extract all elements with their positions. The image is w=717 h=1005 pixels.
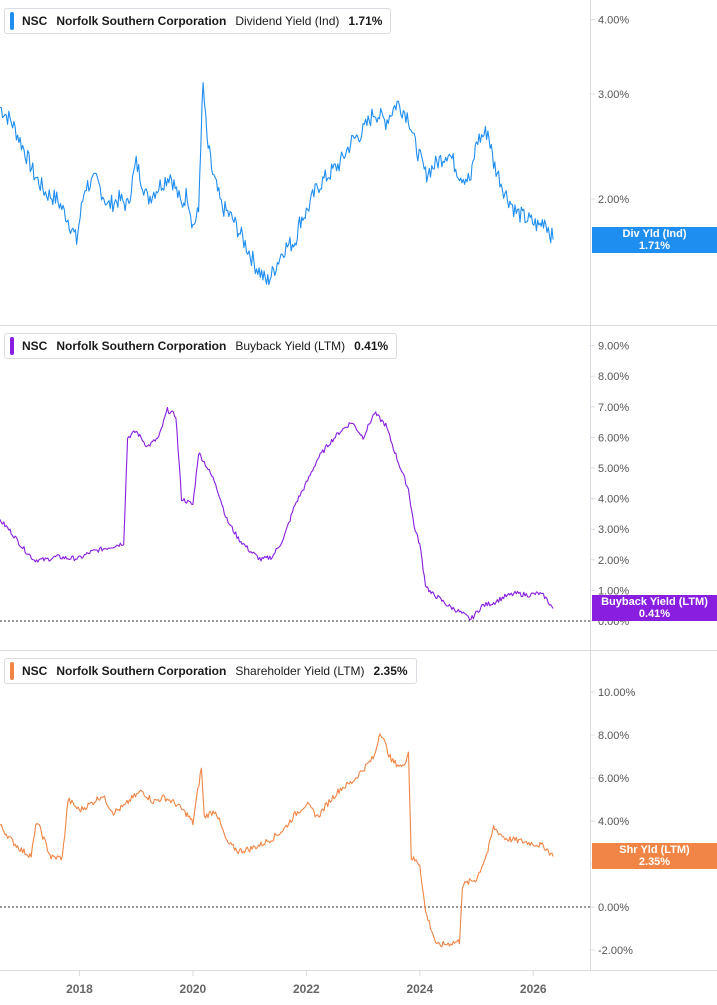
last-value-tag-dividend: Div Yld (Ind) 1.71% — [592, 227, 717, 253]
y-tick-label: 2.00% — [598, 555, 629, 567]
series-color-swatch — [10, 337, 14, 355]
x-tick-label: 2020 — [180, 982, 207, 996]
y-tick-label: 3.00% — [598, 524, 629, 536]
last-value-tag-buyback: Buyback Yield (LTM) 0.41% — [592, 595, 717, 621]
y-tick-label: 8.00% — [598, 371, 629, 383]
y-tick-label: 6.00% — [598, 432, 629, 444]
y-tick-label: -2.00% — [598, 945, 633, 957]
tag-label: Div Yld (Ind) — [622, 228, 687, 240]
legend-dividend[interactable]: NSC Norfolk Southern Corporation Dividen… — [4, 8, 392, 34]
y-tick-label: 3.00% — [598, 89, 629, 101]
y-tick-label: 9.00% — [598, 341, 629, 353]
y-tick-label: 4.00% — [598, 816, 629, 828]
series-color-swatch — [10, 662, 14, 680]
series-line-buyback — [0, 406, 554, 621]
legend-metric: Dividend Yield (Ind) — [235, 14, 340, 28]
x-tick-label: 2018 — [66, 982, 93, 996]
x-tick-label: 2022 — [293, 982, 320, 996]
y-tick-label: 7.00% — [598, 402, 629, 414]
legend-shareholder[interactable]: NSC Norfolk Southern Corporation Shareho… — [4, 658, 417, 684]
y-tick-label: 6.00% — [598, 773, 629, 785]
tag-label: Buyback Yield (LTM) — [601, 596, 708, 608]
legend-value: 2.35% — [373, 664, 408, 678]
y-tick-label: 0.00% — [598, 902, 629, 914]
tag-value: 1.71% — [638, 240, 671, 252]
legend-company: Norfolk Southern Corporation — [56, 339, 227, 353]
x-tick-label: 2026 — [520, 982, 547, 996]
y-tick-label: 8.00% — [598, 730, 629, 742]
legend-ticker: NSC — [22, 339, 48, 353]
tag-value: 0.41% — [638, 608, 671, 620]
legend-value: 1.71% — [348, 14, 383, 28]
legend-ticker: NSC — [22, 664, 48, 678]
series-line-shareholder — [0, 733, 554, 948]
legend-company: Norfolk Southern Corporation — [56, 14, 227, 28]
y-tick-label: 1.00% — [598, 585, 629, 597]
tag-label: Shr Yld (LTM) — [619, 844, 690, 856]
series-color-swatch — [10, 12, 14, 30]
x-tick-label: 2024 — [406, 982, 433, 996]
y-tick-label: 5.00% — [598, 463, 629, 475]
y-tick-label: 2.00% — [598, 194, 629, 206]
legend-ticker: NSC — [22, 14, 48, 28]
legend-metric: Buyback Yield (LTM) — [235, 339, 346, 353]
legend-buyback[interactable]: NSC Norfolk Southern Corporation Buyback… — [4, 333, 398, 359]
series-line-dividend — [0, 82, 554, 286]
y-tick-label: 10.00% — [598, 687, 636, 699]
last-value-tag-shareholder: Shr Yld (LTM) 2.35% — [592, 843, 717, 869]
legend-value: 0.41% — [354, 339, 389, 353]
legend-company: Norfolk Southern Corporation — [56, 664, 227, 678]
y-tick-label: 4.00% — [598, 494, 629, 506]
tag-value: 2.35% — [638, 856, 671, 868]
y-tick-label: 4.00% — [598, 15, 629, 27]
legend-metric: Shareholder Yield (LTM) — [235, 664, 365, 678]
